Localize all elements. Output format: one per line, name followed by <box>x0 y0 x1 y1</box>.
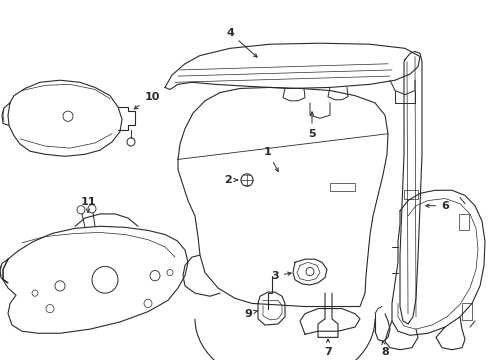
Text: 9: 9 <box>244 309 257 319</box>
Text: 11: 11 <box>80 197 96 212</box>
Bar <box>458 214 468 230</box>
Bar <box>403 190 417 198</box>
Bar <box>461 303 471 320</box>
Text: 4: 4 <box>225 28 257 57</box>
Text: 2: 2 <box>224 175 237 185</box>
Text: 1: 1 <box>264 147 278 171</box>
Bar <box>329 183 354 191</box>
Text: 6: 6 <box>425 201 448 211</box>
Text: 10: 10 <box>134 92 160 109</box>
Text: 5: 5 <box>307 112 315 139</box>
Text: 8: 8 <box>380 341 388 357</box>
Text: 3: 3 <box>271 271 290 281</box>
Text: 7: 7 <box>324 339 331 357</box>
